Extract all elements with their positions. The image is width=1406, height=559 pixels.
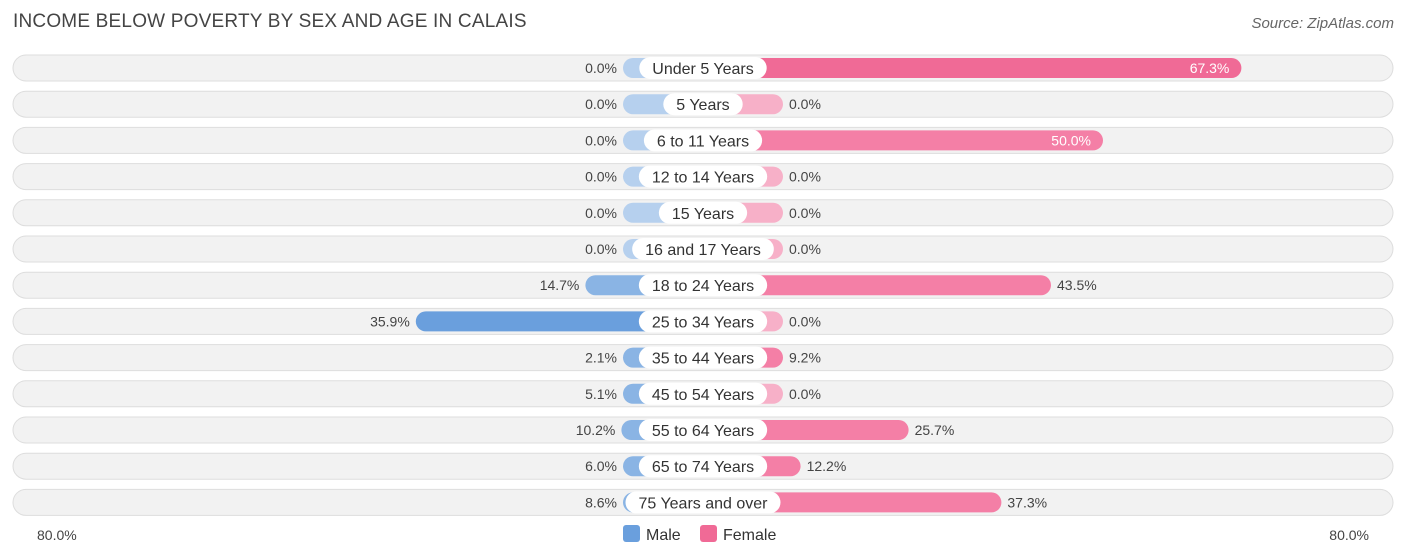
chart-source: Source: ZipAtlas.com: [1251, 15, 1394, 32]
male-value-label: 0.0%: [585, 205, 617, 221]
legend-female-label: Female: [723, 527, 776, 544]
category-label-18-to-24-years: 18 to 24 Years: [652, 278, 754, 295]
category-pill-18-to-24-years: [638, 274, 768, 297]
category-pill-5-years: [663, 93, 743, 116]
male-value-label: 0.0%: [585, 169, 617, 185]
female-value-label: 0.0%: [789, 96, 821, 112]
legend-male-label: Male: [646, 527, 681, 544]
category-pill-6-to-11-years: [643, 129, 763, 152]
male-value-label: 10.2%: [576, 422, 616, 438]
female-value-label: 0.0%: [789, 313, 821, 329]
female-value-label: 43.5%: [1057, 277, 1097, 293]
category-pill-15-years: [658, 201, 748, 224]
male-value-label: 0.0%: [585, 60, 617, 76]
category-label-35-to-44-years: 35 to 44 Years: [652, 351, 754, 368]
category-label-5-years: 5 Years: [676, 97, 729, 114]
category-label-under-5-years: Under 5 Years: [652, 61, 753, 78]
axis-left-label: 80.0%: [37, 527, 77, 543]
female-value-label: 50.0%: [1051, 132, 1091, 148]
category-label-55-to-64-years: 55 to 64 Years: [652, 423, 754, 440]
category-label-15-years: 15 Years: [672, 206, 734, 223]
category-label-75-years-and-over: 75 Years and over: [639, 495, 769, 512]
category-label-65-to-74-years: 65 to 74 Years: [652, 459, 754, 476]
category-pill-25-to-34-years: [638, 310, 768, 333]
axis-right-label: 80.0%: [1329, 527, 1369, 543]
category-pill-75-years-and-over: [625, 491, 781, 514]
category-label-6-to-11-years: 6 to 11 Years: [657, 133, 749, 150]
male-value-label: 2.1%: [585, 350, 617, 366]
female-value-label: 37.3%: [1007, 494, 1047, 510]
male-value-label: 0.0%: [585, 132, 617, 148]
category-pill-under-5-years: [639, 57, 767, 79]
category-label-25-to-34-years: 25 to 34 Years: [652, 314, 754, 331]
category-label-16-and-17-years: 16 and 17 Years: [645, 242, 761, 259]
legend-female-swatch: [700, 525, 717, 542]
category-pill-12-to-14-years: [638, 165, 768, 188]
female-value-label: 0.0%: [789, 241, 821, 257]
legend-male-swatch: [623, 525, 640, 542]
female-value-label: 9.2%: [789, 350, 821, 366]
category-pill-55-to-64-years: [638, 419, 768, 441]
female-value-label: 0.0%: [789, 386, 821, 402]
chart-title: INCOME BELOW POVERTY BY SEX AND AGE IN C…: [13, 11, 527, 32]
category-label-45-to-54-years: 45 to 54 Years: [652, 387, 754, 404]
female-value-label: 0.0%: [789, 169, 821, 185]
male-value-label: 0.0%: [585, 241, 617, 257]
female-bar-under-5-years: [703, 58, 1242, 78]
category-label-12-to-14-years: 12 to 14 Years: [652, 170, 754, 187]
male-value-label: 6.0%: [585, 458, 617, 474]
male-value-label: 5.1%: [585, 386, 617, 402]
female-value-label: 67.3%: [1190, 60, 1230, 76]
category-pill-65-to-74-years: [638, 455, 768, 478]
male-value-label: 35.9%: [370, 313, 410, 329]
female-bar-18-to-24-years: [703, 275, 1051, 296]
female-value-label: 0.0%: [789, 205, 821, 221]
category-pill-16-and-17-years: [632, 238, 774, 260]
female-value-label: 12.2%: [807, 458, 847, 474]
male-value-label: 14.7%: [540, 277, 580, 293]
male-value-label: 8.6%: [585, 494, 617, 510]
category-pill-45-to-54-years: [638, 382, 768, 405]
female-bar-6-to-11-years: [703, 130, 1103, 151]
female-value-label: 25.7%: [915, 422, 955, 438]
category-pill-35-to-44-years: [638, 346, 768, 369]
male-bar-25-to-34-years: [415, 311, 703, 332]
male-value-label: 0.0%: [585, 96, 617, 112]
